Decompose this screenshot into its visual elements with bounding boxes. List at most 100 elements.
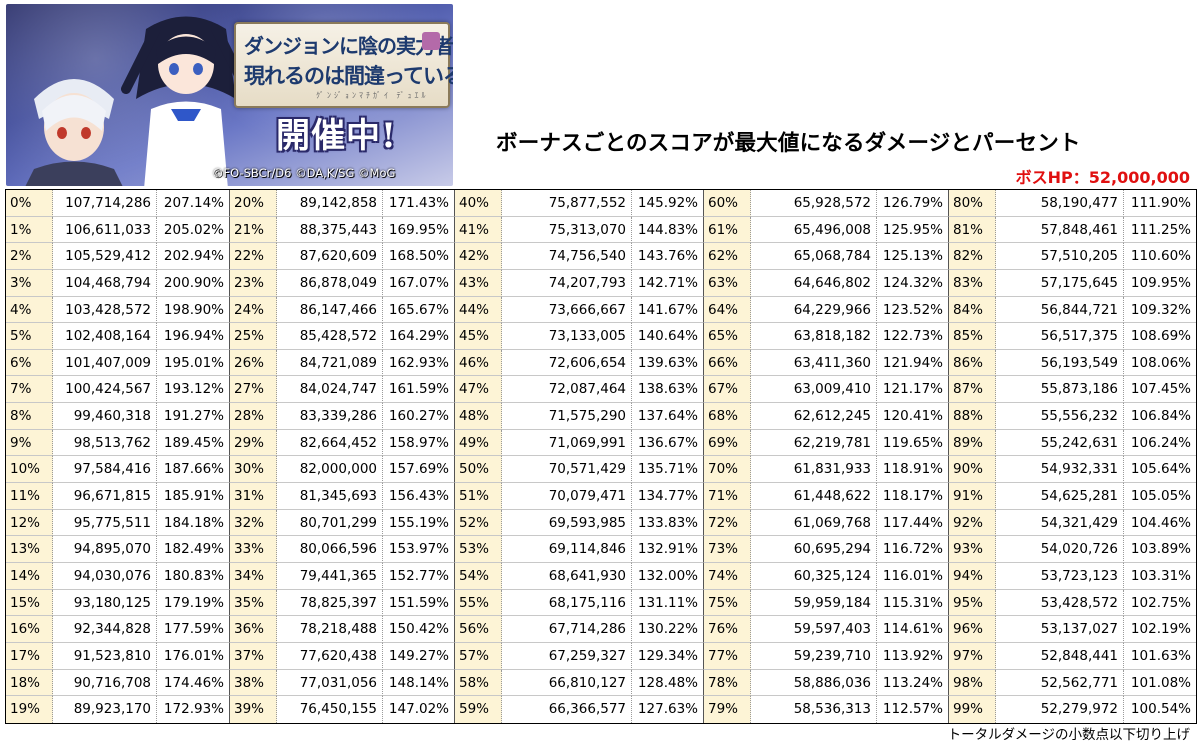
bonus-percent-cell: 61% — [704, 216, 751, 244]
bonus-percent-cell: 59% — [455, 696, 502, 723]
damage-cell: 64,646,802 — [751, 269, 877, 297]
damage-cell: 80,066,596 — [277, 536, 383, 563]
hp-percent-cell: 114.61% — [877, 616, 949, 643]
hp-percent-cell: 132.00% — [632, 562, 704, 590]
bonus-percent-cell: 84% — [949, 296, 996, 324]
damage-cell: 53,723,123 — [996, 562, 1124, 590]
hp-percent-cell: 113.24% — [877, 669, 949, 697]
hp-percent-cell: 136.67% — [632, 429, 704, 457]
damage-cell: 67,259,327 — [502, 642, 632, 670]
bonus-percent-cell: 53% — [455, 536, 502, 563]
hp-percent-cell: 121.17% — [877, 376, 949, 404]
bonus-percent-cell: 64% — [704, 296, 751, 324]
hp-percent-cell: 104.46% — [1124, 510, 1196, 537]
bonus-percent-cell: 1% — [6, 216, 53, 244]
damage-cell: 90,716,708 — [53, 669, 157, 697]
damage-cell: 74,756,540 — [502, 243, 632, 270]
damage-cell: 82,000,000 — [277, 456, 383, 484]
bonus-percent-cell: 43% — [455, 269, 502, 297]
damage-cell: 68,175,116 — [502, 589, 632, 617]
damage-cell: 84,721,089 — [277, 349, 383, 377]
bonus-percent-cell: 17% — [6, 642, 53, 670]
bonus-percent-cell: 57% — [455, 642, 502, 670]
bonus-percent-cell: 0% — [6, 190, 53, 217]
hp-percent-cell: 108.06% — [1124, 350, 1196, 377]
damage-cell: 53,137,027 — [996, 616, 1124, 643]
bonus-percent-cell: 67% — [704, 376, 751, 404]
damage-cell: 55,242,631 — [996, 429, 1124, 457]
bonus-percent-cell: 8% — [6, 403, 53, 430]
damage-cell: 63,411,360 — [751, 349, 877, 377]
hp-percent-cell: 193.12% — [157, 376, 230, 404]
damage-cell: 71,069,991 — [502, 429, 632, 457]
bonus-percent-cell: 28% — [230, 403, 277, 430]
damage-cell: 65,068,784 — [751, 243, 877, 270]
damage-cell: 86,147,466 — [277, 296, 383, 324]
hp-percent-cell: 179.19% — [157, 589, 230, 617]
damage-cell: 61,831,933 — [751, 456, 877, 484]
hp-percent-cell: 182.49% — [157, 536, 230, 563]
damage-cell: 103,428,572 — [53, 296, 157, 324]
bonus-percent-cell: 89% — [949, 429, 996, 457]
hp-percent-cell: 113.92% — [877, 642, 949, 670]
bonus-percent-cell: 50% — [455, 456, 502, 484]
hp-percent-cell: 150.42% — [383, 616, 455, 643]
damage-cell: 64,229,966 — [751, 296, 877, 324]
damage-cell: 62,612,245 — [751, 403, 877, 430]
hp-percent-cell: 130.22% — [632, 616, 704, 643]
damage-cell: 54,020,726 — [996, 536, 1124, 563]
hp-percent-cell: 134.77% — [632, 483, 704, 510]
damage-cell: 63,009,410 — [751, 376, 877, 404]
bonus-percent-cell: 23% — [230, 269, 277, 297]
hp-percent-cell: 162.93% — [383, 349, 455, 377]
bonus-percent-cell: 95% — [949, 589, 996, 617]
damage-cell: 101,407,009 — [53, 349, 157, 377]
damage-cell: 59,959,184 — [751, 589, 877, 617]
damage-cell: 69,593,985 — [502, 509, 632, 537]
damage-cell: 86,878,049 — [277, 269, 383, 297]
hp-percent-cell: 164.29% — [383, 323, 455, 350]
hp-percent-cell: 149.27% — [383, 642, 455, 670]
bonus-percent-cell: 73% — [704, 536, 751, 563]
character-illustration-left — [25, 79, 123, 186]
hp-percent-cell: 121.94% — [877, 349, 949, 377]
bonus-percent-cell: 14% — [6, 562, 53, 590]
bonus-percent-cell: 87% — [949, 376, 996, 404]
damage-cell: 75,877,552 — [502, 190, 632, 217]
bonus-percent-cell: 78% — [704, 669, 751, 697]
damage-cell: 59,239,710 — [751, 642, 877, 670]
hp-percent-cell: 128.48% — [632, 669, 704, 697]
damage-cell: 100,424,567 — [53, 376, 157, 404]
hp-percent-cell: 139.63% — [632, 349, 704, 377]
bonus-percent-cell: 20% — [230, 190, 277, 217]
damage-cell: 78,218,488 — [277, 616, 383, 643]
damage-cell: 77,620,438 — [277, 642, 383, 670]
bonus-percent-cell: 11% — [6, 483, 53, 510]
bonus-percent-cell: 93% — [949, 536, 996, 563]
hp-percent-cell: 129.34% — [632, 642, 704, 670]
bonus-percent-cell: 12% — [6, 509, 53, 537]
damage-cell: 57,510,205 — [996, 243, 1124, 270]
bonus-percent-cell: 58% — [455, 669, 502, 697]
hp-percent-cell: 135.71% — [632, 456, 704, 484]
hp-percent-cell: 108.69% — [1124, 323, 1196, 350]
damage-cell: 55,556,232 — [996, 403, 1124, 430]
damage-cell: 52,562,771 — [996, 669, 1124, 697]
hp-percent-cell: 143.76% — [632, 243, 704, 270]
bonus-percent-cell: 65% — [704, 323, 751, 350]
hp-percent-cell: 131.11% — [632, 589, 704, 617]
damage-cell: 83,339,286 — [277, 403, 383, 430]
hp-percent-cell: 124.32% — [877, 269, 949, 297]
hp-percent-cell: 101.08% — [1124, 670, 1196, 697]
hp-percent-cell: 145.92% — [632, 190, 704, 217]
bonus-percent-cell: 42% — [455, 243, 502, 270]
hp-percent-cell: 119.65% — [877, 429, 949, 457]
damage-cell: 76,450,155 — [277, 696, 383, 723]
bonus-percent-cell: 30% — [230, 456, 277, 484]
hp-percent-cell: 161.59% — [383, 376, 455, 404]
bonus-percent-cell: 38% — [230, 669, 277, 697]
bonus-percent-cell: 10% — [6, 456, 53, 484]
damage-cell: 80,701,299 — [277, 509, 383, 537]
damage-cell: 55,873,186 — [996, 376, 1124, 404]
event-status-label: 開催中! — [276, 116, 397, 156]
